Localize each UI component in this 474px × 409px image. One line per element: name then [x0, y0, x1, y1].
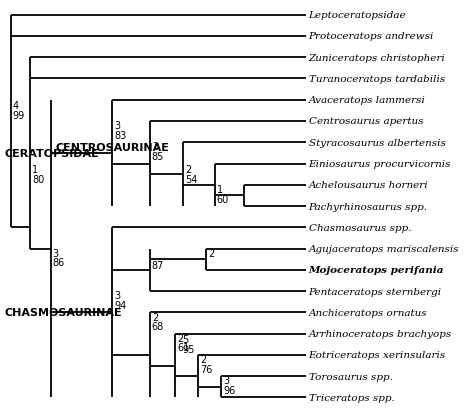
Text: CERATOPSIDAE: CERATOPSIDAE: [5, 148, 100, 158]
Text: Protoceratops andrewsi: Protoceratops andrewsi: [309, 32, 434, 41]
Text: Arrhinoceratops brachyops: Arrhinoceratops brachyops: [309, 329, 452, 338]
Text: 2: 2: [152, 312, 158, 322]
Text: 95: 95: [182, 344, 195, 354]
Text: 87: 87: [152, 260, 164, 270]
Text: 96: 96: [223, 385, 235, 395]
Text: 3: 3: [114, 121, 120, 131]
Text: 3: 3: [223, 375, 229, 385]
Text: Pentaceratops sternbergi: Pentaceratops sternbergi: [309, 287, 442, 296]
Text: 86: 86: [53, 258, 65, 268]
Text: Anchiceratops ornatus: Anchiceratops ornatus: [309, 308, 427, 317]
Text: Einiosaurus procurvicornis: Einiosaurus procurvicornis: [309, 160, 451, 169]
Text: 61: 61: [177, 343, 189, 353]
Text: Zuniceratops christopheri: Zuniceratops christopheri: [309, 54, 446, 63]
Text: Leptoceratopsidae: Leptoceratopsidae: [309, 11, 406, 20]
Text: 80: 80: [32, 174, 44, 184]
Text: 2: 2: [208, 248, 215, 258]
Text: 1: 1: [217, 184, 223, 195]
Text: 3: 3: [152, 142, 158, 152]
Text: 94: 94: [114, 300, 127, 310]
Text: 2: 2: [177, 333, 183, 343]
Text: 76: 76: [200, 364, 212, 374]
Text: Achelousaurus horneri: Achelousaurus horneri: [309, 181, 428, 190]
Text: 5: 5: [182, 334, 189, 344]
Text: 83: 83: [114, 130, 127, 140]
Text: 60: 60: [217, 194, 229, 204]
Text: Centrosaurus apertus: Centrosaurus apertus: [309, 117, 423, 126]
Text: 99: 99: [13, 111, 25, 121]
Text: 68: 68: [152, 321, 164, 331]
Text: Styracosaurus albertensis: Styracosaurus albertensis: [309, 138, 446, 147]
Text: CENTROSAURINAE: CENTROSAURINAE: [56, 142, 170, 153]
Text: Pachyrhinosaurus spp.: Pachyrhinosaurus spp.: [309, 202, 428, 211]
Text: Avaceratops lammersi: Avaceratops lammersi: [309, 96, 426, 105]
Text: 85: 85: [152, 152, 164, 162]
Text: 1: 1: [32, 164, 38, 174]
Text: Turanoceratops tardabilis: Turanoceratops tardabilis: [309, 75, 445, 84]
Text: 3: 3: [114, 291, 120, 301]
Text: 2: 2: [185, 164, 191, 174]
Text: 54: 54: [185, 174, 198, 184]
Text: 2: 2: [200, 354, 206, 364]
Text: Triceratops spp.: Triceratops spp.: [309, 393, 394, 402]
Text: Chasmosaurus spp.: Chasmosaurus spp.: [309, 223, 411, 232]
Text: CHASMOSAURINAE: CHASMOSAURINAE: [5, 308, 122, 318]
Text: Mojoceratops perifania: Mojoceratops perifania: [309, 266, 444, 275]
Text: Torosaurus spp.: Torosaurus spp.: [309, 372, 392, 381]
Text: 4: 4: [13, 101, 19, 111]
Text: Eotriceratops xerinsularis: Eotriceratops xerinsularis: [309, 351, 446, 360]
Text: 3: 3: [53, 248, 59, 258]
Text: Agujaceratops mariscalensis: Agujaceratops mariscalensis: [309, 245, 459, 254]
